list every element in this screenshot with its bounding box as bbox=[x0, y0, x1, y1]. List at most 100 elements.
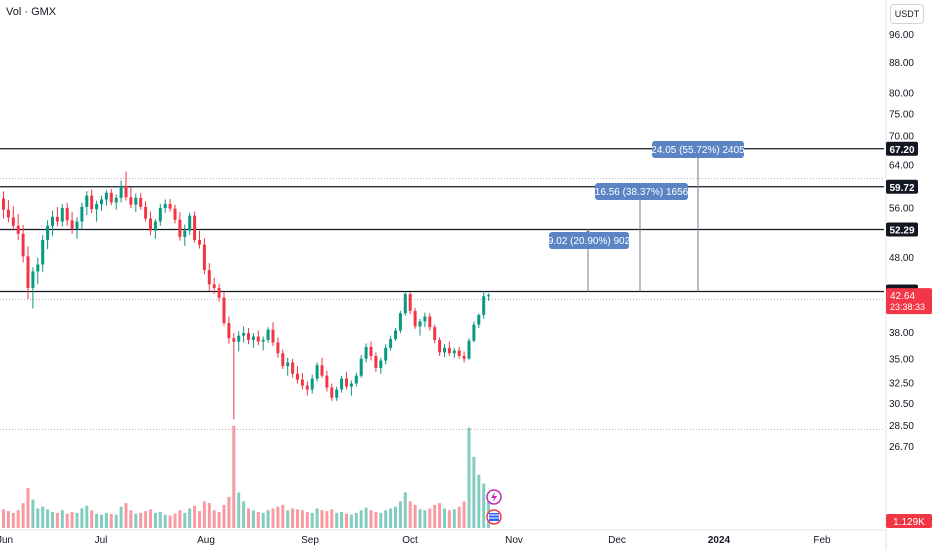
candle-body bbox=[232, 338, 236, 342]
volume-bar bbox=[408, 501, 412, 528]
candle-body bbox=[423, 316, 427, 322]
target-annotations: 9.02 (20.90%) 902 16.56 (38.37%) 1656 24.0… bbox=[548, 141, 745, 292]
price-tick-label: 38.00 bbox=[889, 328, 914, 339]
candle-body bbox=[90, 195, 94, 210]
volume-bar bbox=[349, 514, 353, 528]
candle-body bbox=[193, 215, 197, 241]
volume-bar bbox=[281, 504, 285, 528]
candle-body bbox=[207, 270, 211, 285]
candle-body bbox=[85, 195, 89, 207]
candle-body bbox=[46, 225, 50, 241]
level-price-label: 52.29 bbox=[889, 226, 914, 237]
volume-bar bbox=[80, 508, 84, 528]
volume-bar bbox=[320, 510, 324, 528]
price-tick-label: 26.70 bbox=[889, 442, 914, 453]
volume-bar bbox=[403, 492, 407, 528]
volume-bar bbox=[217, 512, 221, 528]
current-price-label: 42.64 bbox=[890, 291, 915, 302]
volume-bar bbox=[300, 510, 304, 528]
candle-body bbox=[433, 327, 437, 340]
volume-bar bbox=[90, 510, 94, 528]
time-tick-label: Aug bbox=[197, 535, 215, 546]
currency-selector[interactable]: USDT bbox=[890, 4, 924, 24]
volume-bar bbox=[46, 509, 50, 528]
candle-body bbox=[467, 340, 471, 359]
volume-bar bbox=[212, 510, 216, 528]
volume-bar bbox=[452, 509, 456, 528]
candle-body bbox=[340, 378, 344, 390]
level-price-label: 59.72 bbox=[889, 183, 914, 194]
candle-body bbox=[75, 221, 79, 229]
candle-body bbox=[6, 209, 10, 218]
candle-body bbox=[178, 219, 182, 237]
price-tick-label: 80.00 bbox=[889, 89, 914, 100]
candle-body bbox=[447, 347, 451, 354]
candle-body bbox=[149, 218, 152, 231]
volume-bar bbox=[227, 496, 231, 528]
volume-bar bbox=[104, 512, 108, 528]
candle-body bbox=[379, 360, 383, 369]
candle-body bbox=[408, 293, 412, 311]
time-tick-label: Oct bbox=[402, 535, 418, 546]
candle-body bbox=[237, 335, 241, 342]
volume-bar bbox=[369, 510, 373, 528]
candle-body bbox=[418, 321, 422, 327]
volume-bar bbox=[447, 510, 451, 528]
candle-body bbox=[251, 336, 255, 340]
volume-bar bbox=[139, 512, 143, 528]
candle-body bbox=[21, 233, 25, 257]
candle-body bbox=[286, 362, 290, 367]
candle-body bbox=[55, 216, 59, 222]
volume-bar bbox=[271, 508, 275, 528]
volume-bar bbox=[6, 511, 10, 528]
candle-body bbox=[300, 379, 304, 386]
candle-body bbox=[384, 347, 388, 361]
volume-bar bbox=[163, 514, 167, 528]
candle-body bbox=[457, 350, 461, 356]
price-tick-label: 35.00 bbox=[889, 355, 914, 366]
candle-body bbox=[168, 204, 172, 209]
volume-bar bbox=[286, 510, 290, 528]
price-tick-label: 28.50 bbox=[889, 421, 914, 432]
candle-body bbox=[144, 206, 148, 219]
price-tick-label: 96.00 bbox=[889, 30, 914, 41]
candle-body bbox=[271, 329, 275, 343]
candle-body bbox=[129, 197, 133, 205]
volume-bar bbox=[242, 501, 246, 528]
candle-body bbox=[261, 339, 265, 342]
candle-body bbox=[51, 216, 54, 226]
candle-body bbox=[227, 323, 231, 339]
candle-body bbox=[11, 217, 15, 226]
candle-body bbox=[472, 324, 476, 341]
candle-body bbox=[345, 378, 348, 387]
countdown-label: 23:38:33 bbox=[890, 302, 925, 312]
volume-bars bbox=[2, 425, 491, 528]
volume-bar bbox=[193, 505, 197, 528]
candle-body bbox=[109, 192, 113, 203]
candle-body bbox=[202, 244, 206, 271]
volume-value-box bbox=[886, 514, 932, 528]
candle-body bbox=[310, 378, 314, 390]
candle-body bbox=[354, 375, 358, 384]
time-tick-label: Sep bbox=[301, 535, 319, 546]
candle-body bbox=[359, 358, 363, 376]
volume-bar bbox=[41, 506, 45, 528]
volume-bar bbox=[398, 501, 402, 528]
volume-bar bbox=[2, 509, 5, 528]
target-label-box bbox=[595, 183, 688, 200]
candle-body bbox=[330, 387, 334, 398]
volume-bar bbox=[418, 509, 422, 528]
candle-body bbox=[315, 365, 319, 379]
volume-bar bbox=[202, 501, 206, 528]
candle-body bbox=[305, 385, 309, 390]
volume-bar bbox=[26, 488, 30, 528]
volume-bar bbox=[21, 503, 25, 528]
lightning-glyph bbox=[491, 492, 497, 502]
candle-body bbox=[163, 204, 167, 209]
candle-body bbox=[16, 225, 20, 234]
candle-body bbox=[482, 296, 486, 315]
volume-bar bbox=[330, 509, 334, 528]
candle-body bbox=[276, 342, 280, 354]
